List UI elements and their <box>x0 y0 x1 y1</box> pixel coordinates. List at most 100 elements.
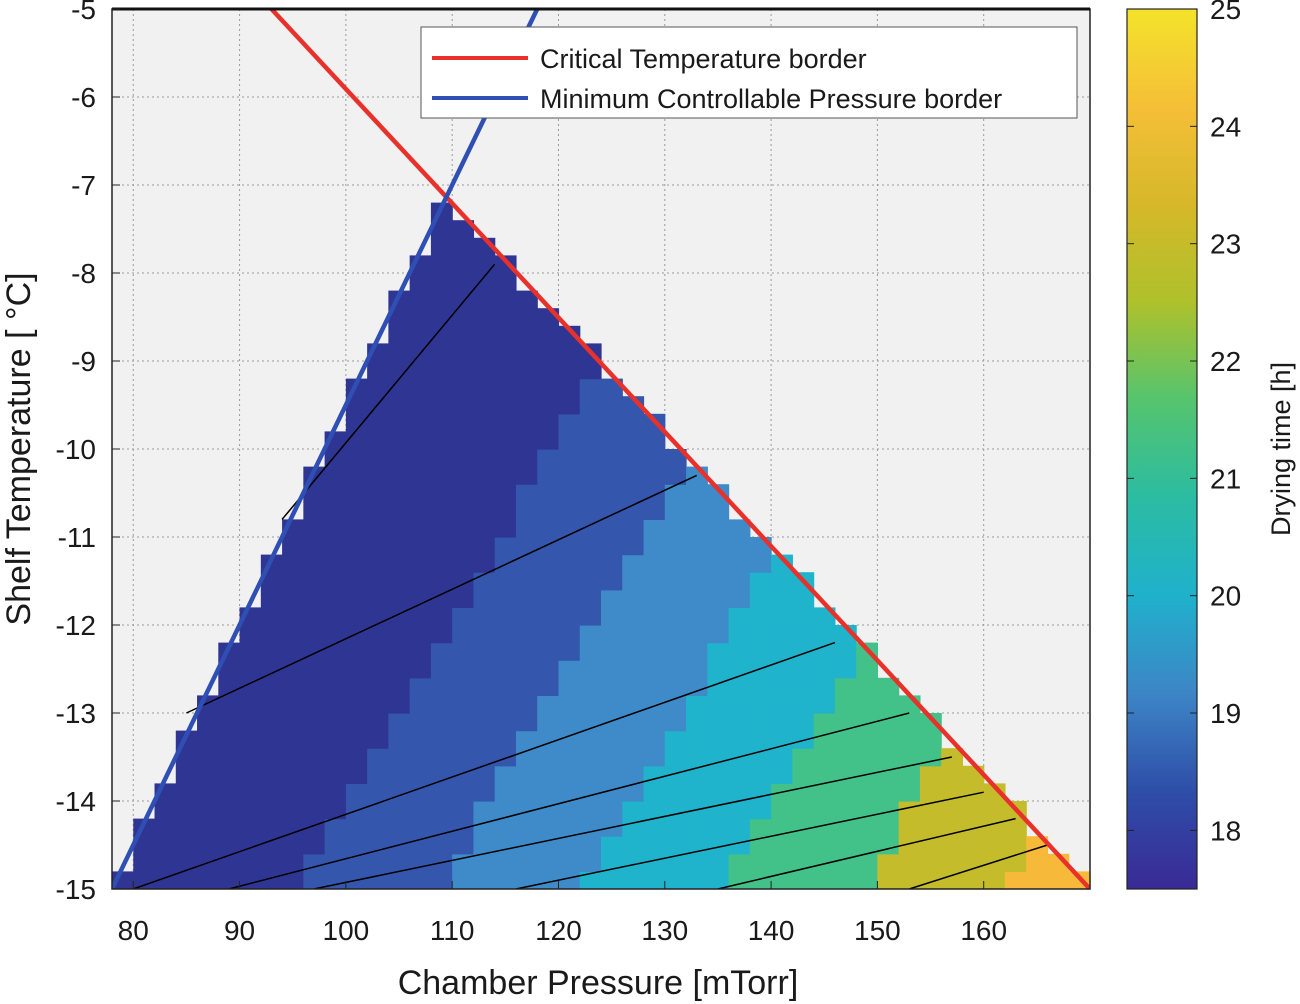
heatmap-cell <box>643 695 666 714</box>
heatmap-cell <box>686 589 708 608</box>
heatmap-cell <box>388 589 411 608</box>
heatmap-cell <box>494 607 517 626</box>
heatmap-cell <box>324 801 347 820</box>
contour-lines <box>133 263 1048 889</box>
heatmap-cell <box>686 501 708 520</box>
heatmap-cell <box>537 853 560 872</box>
heatmap-cell <box>877 730 900 749</box>
heatmap-cell <box>515 325 538 344</box>
heatmap-cell <box>558 748 581 767</box>
border-lines <box>112 9 1090 889</box>
heatmap-cell <box>601 748 623 767</box>
heatmap-cell <box>877 677 900 696</box>
heatmap-cell <box>473 625 496 644</box>
heatmap-cell <box>537 625 560 644</box>
heatmap-cell <box>622 625 645 644</box>
heatmap-cell <box>409 501 432 520</box>
heatmap-cell <box>494 343 517 362</box>
heatmap-cell <box>664 501 687 520</box>
heatmap-cell <box>558 677 581 696</box>
heatmap-cell <box>515 589 538 608</box>
heatmap-cell <box>622 572 645 591</box>
heatmap-cell <box>1004 871 1027 889</box>
heatmap-cell <box>430 396 453 415</box>
heatmap-cell <box>558 871 581 889</box>
heatmap-cell <box>473 801 496 820</box>
x-tick-label: 110 <box>430 915 475 946</box>
heatmap-cell <box>324 765 347 784</box>
contour-fill <box>112 202 1090 889</box>
heatmap-cell <box>792 713 815 732</box>
heatmap-cell <box>579 607 602 626</box>
heatmap-cell <box>622 783 645 802</box>
heatmap-cell <box>409 730 432 749</box>
heatmap-cell <box>707 695 730 714</box>
heatmap-cell <box>1026 853 1049 872</box>
heatmap-cell <box>494 642 517 661</box>
heatmap-cell <box>579 589 602 608</box>
heatmap-cell <box>367 589 389 608</box>
heatmap-cell <box>388 466 411 485</box>
colorbar-tick-label: 24 <box>1210 111 1241 142</box>
contour-line <box>717 817 1016 889</box>
heatmap-cell <box>664 572 687 591</box>
heatmap-cell <box>494 695 517 714</box>
heatmap-cell <box>579 501 602 520</box>
heatmap-cell <box>537 361 560 380</box>
heatmap-cell <box>515 413 538 432</box>
heatmap-cell <box>452 589 475 608</box>
heatmap-cell <box>515 484 538 503</box>
heatmap-cell <box>282 836 304 855</box>
heatmap-cell <box>494 801 517 820</box>
heatmap-cell <box>282 537 304 556</box>
heatmap-cell <box>345 449 368 468</box>
heatmap-cell <box>537 836 560 855</box>
heatmap-cell <box>388 748 411 767</box>
heatmap-cell <box>452 625 475 644</box>
heatmap-cell <box>430 713 453 732</box>
heatmap-cell <box>430 642 453 661</box>
heatmap-cell <box>367 537 389 556</box>
y-tick-label: -8 <box>71 258 96 289</box>
heatmap-cell <box>494 431 517 450</box>
heatmap-cell <box>303 783 326 802</box>
colorbar-tick-label: 20 <box>1210 581 1241 612</box>
heatmap-cell <box>282 589 304 608</box>
heatmap-cell <box>388 853 411 872</box>
heatmap-cell <box>983 836 1006 855</box>
heatmap-cell <box>919 801 942 820</box>
heatmap-cell <box>749 677 772 696</box>
heatmap-cell <box>664 589 687 608</box>
heatmap-cell <box>239 642 262 661</box>
heatmap-cell <box>877 836 900 855</box>
heatmap-cell <box>345 413 368 432</box>
heatmap-cell <box>303 695 326 714</box>
heatmap-cell <box>282 871 304 889</box>
heatmap-cell <box>409 748 432 767</box>
heatmap-cell <box>579 378 602 397</box>
heatmap-cell <box>898 713 921 732</box>
heatmap-cell <box>856 871 878 889</box>
heatmap-cell <box>409 783 432 802</box>
heatmap-cell <box>686 519 708 538</box>
heatmap-cell <box>622 730 645 749</box>
heatmap-cell <box>494 308 517 327</box>
y-tick-label: -6 <box>71 82 96 113</box>
heatmap-cell <box>494 501 517 520</box>
heatmap-cell <box>558 765 581 784</box>
heatmap-cell <box>813 871 836 889</box>
heatmap-cell <box>749 818 772 837</box>
heatmap-cell <box>197 713 219 732</box>
colorbar-tick-label: 25 <box>1210 0 1241 25</box>
heatmap-cell <box>175 748 198 767</box>
heatmap-cell <box>409 519 432 538</box>
heatmap-cell <box>643 660 666 679</box>
heatmap-cell <box>515 801 538 820</box>
heatmap-cell <box>282 572 304 591</box>
heatmap-cell <box>409 466 432 485</box>
heatmap-cell <box>601 466 623 485</box>
x-tick-label: 80 <box>118 915 149 946</box>
heatmap-cell <box>558 572 581 591</box>
heatmap-cell <box>622 431 645 450</box>
